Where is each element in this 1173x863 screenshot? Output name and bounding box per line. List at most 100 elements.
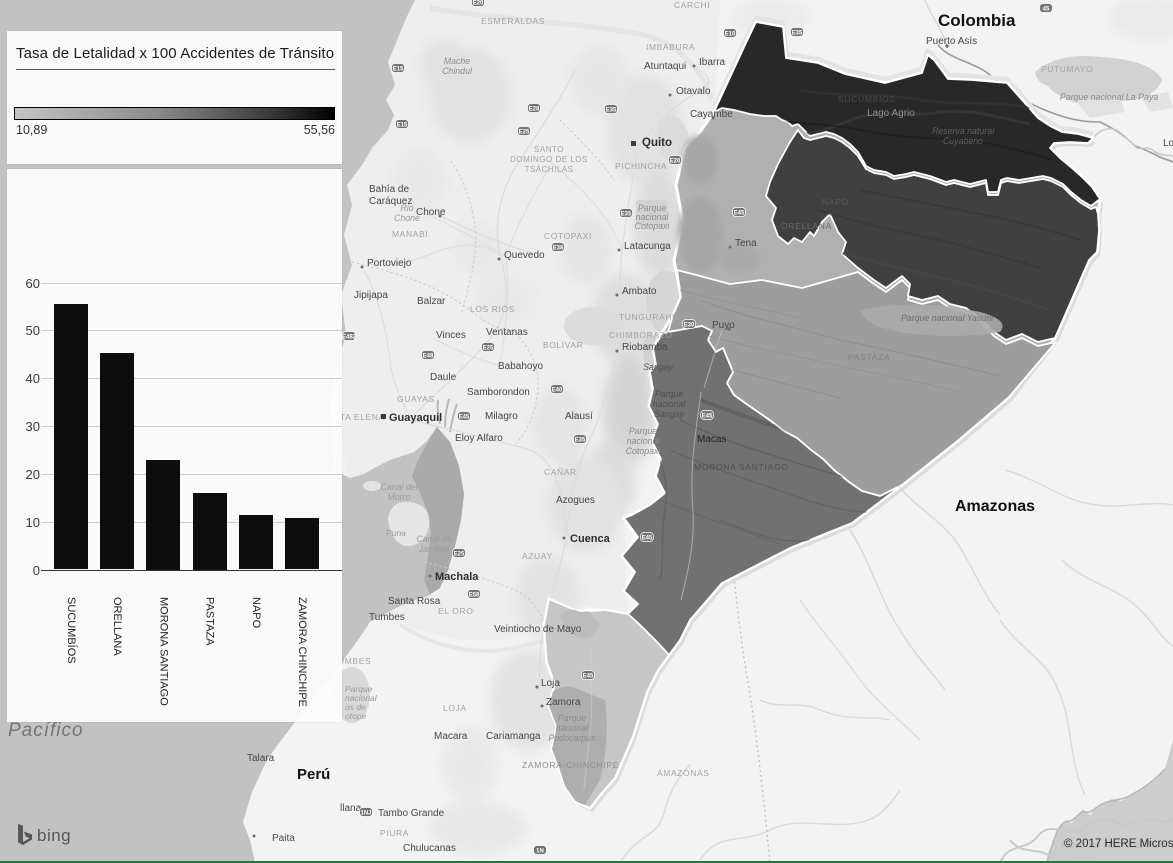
svg-text:AZUAY: AZUAY <box>522 551 553 561</box>
svg-text:Vinces: Vinces <box>436 330 466 341</box>
svg-text:Loja: Loja <box>541 678 560 689</box>
svg-text:Quito: Quito <box>642 137 672 149</box>
svg-text:45: 45 <box>1043 6 1050 12</box>
svg-text:TA ELENA: TA ELENA <box>340 412 385 422</box>
svg-text:ZAMORA-CHINCHIPE: ZAMORA-CHINCHIPE <box>522 760 619 770</box>
svg-text:Parque nacional La Paya: Parque nacional La Paya <box>1060 92 1158 102</box>
svg-text:MORONA SANTIAGO: MORONA SANTIAGO <box>694 462 789 472</box>
svg-text:E35: E35 <box>621 211 632 217</box>
svg-text:Puyo: Puyo <box>712 320 735 331</box>
svg-text:AMAZONAS: AMAZONAS <box>657 768 710 778</box>
svg-text:E30: E30 <box>684 322 695 328</box>
svg-text:E25: E25 <box>519 129 530 135</box>
svg-text:Otavalo: Otavalo <box>676 86 711 97</box>
svg-text:Portoviejo: Portoviejo <box>367 258 412 269</box>
svg-text:E35: E35 <box>575 437 586 443</box>
svg-text:TSÁCHILAS: TSÁCHILAS <box>525 165 574 174</box>
svg-text:Sangay: Sangay <box>643 362 673 372</box>
svg-text:MANABI: MANABI <box>392 229 428 239</box>
svg-text:PIURA: PIURA <box>380 828 409 838</box>
svg-text:E20: E20 <box>473 0 484 6</box>
svg-text:NAPO: NAPO <box>822 197 849 207</box>
svg-text:Cotopaxi: Cotopaxi <box>626 446 662 456</box>
svg-text:Parque: Parque <box>638 203 666 213</box>
svg-text:nacional: nacional <box>627 436 661 446</box>
svg-text:1N: 1N <box>536 848 544 854</box>
svg-text:Reserva natural: Reserva natural <box>932 126 995 136</box>
svg-text:Parque: Parque <box>655 389 683 399</box>
svg-text:Chulucanas: Chulucanas <box>403 843 456 854</box>
svg-text:E48: E48 <box>423 353 434 359</box>
svg-text:Ambato: Ambato <box>622 286 657 297</box>
svg-text:Alausí: Alausí <box>565 411 593 422</box>
svg-text:PUTUMAYO: PUTUMAYO <box>1041 64 1093 74</box>
svg-text:Eloy Alfaro: Eloy Alfaro <box>455 433 503 444</box>
svg-text:E10: E10 <box>725 31 736 37</box>
svg-text:Rio: Rio <box>400 203 413 213</box>
svg-text:Mache: Mache <box>444 56 471 66</box>
svg-text:IMBABURA: IMBABURA <box>646 42 695 52</box>
svg-text:Babahoyo: Babahoyo <box>498 361 543 372</box>
svg-text:Parque: Parque <box>345 684 373 694</box>
svg-text:Chone: Chone <box>394 213 420 223</box>
svg-text:Cotopaxi: Cotopaxi <box>635 221 671 231</box>
svg-text:Cuyabeno: Cuyabeno <box>943 136 983 146</box>
svg-text:COTOPAXI: COTOPAXI <box>544 231 592 241</box>
svg-text:Daule: Daule <box>430 372 457 383</box>
svg-text:PASTAZA: PASTAZA <box>848 352 890 362</box>
svg-text:Jambelí: Jambelí <box>418 544 451 554</box>
svg-text:LOJA: LOJA <box>443 703 467 713</box>
svg-text:BOLÍVAR: BOLÍVAR <box>543 340 583 350</box>
svg-text:otope: otope <box>345 711 367 721</box>
svg-text:ESMERALDAS: ESMERALDAS <box>481 16 545 26</box>
svg-text:SUCUMBÍOS: SUCUMBÍOS <box>838 94 896 104</box>
svg-text:Zamora: Zamora <box>546 697 581 708</box>
svg-text:E15: E15 <box>393 66 404 72</box>
svg-text:Canal del: Canal del <box>380 482 418 492</box>
svg-text:Amazonas: Amazonas <box>955 498 1035 515</box>
svg-text:ORELLANA: ORELLANA <box>781 221 832 231</box>
svg-text:LOS RIOS: LOS RIOS <box>470 304 515 314</box>
svg-text:Puerto Asís: Puerto Asís <box>926 36 977 47</box>
svg-text:TUNGURAHUA: TUNGURAHUA <box>619 312 685 322</box>
svg-text:UMBES: UMBES <box>338 656 371 666</box>
svg-text:Chindul: Chindul <box>442 66 473 76</box>
svg-text:E20: E20 <box>670 158 681 164</box>
svg-text:E40: E40 <box>552 387 563 393</box>
svg-text:Jipijapa: Jipijapa <box>354 290 388 301</box>
svg-text:CARCHI: CARCHI <box>674 0 710 10</box>
svg-text:Caráquez: Caráquez <box>369 196 412 207</box>
svg-text:Azogues: Azogues <box>556 495 595 506</box>
svg-text:Sangay: Sangay <box>654 409 684 419</box>
svg-text:Parque nacional Yasuni: Parque nacional Yasuni <box>901 313 994 323</box>
svg-text:Tena: Tena <box>735 238 757 249</box>
svg-text:Talara: Talara <box>247 753 275 764</box>
svg-text:Morro: Morro <box>388 492 411 502</box>
svg-text:Parque: Parque <box>629 426 657 436</box>
svg-text:E482: E482 <box>342 334 357 340</box>
svg-text:Macas: Macas <box>697 434 726 445</box>
svg-text:Samborondon: Samborondon <box>467 387 530 398</box>
svg-text:Balzar: Balzar <box>417 296 446 307</box>
svg-text:E35: E35 <box>792 30 803 36</box>
svg-text:E25: E25 <box>483 345 494 351</box>
svg-text:llana: llana <box>340 803 362 814</box>
svg-text:Cariamanga: Cariamanga <box>486 731 541 742</box>
svg-text:Puna: Puna <box>386 528 406 538</box>
svg-text:Latacunga: Latacunga <box>624 241 671 252</box>
svg-text:E38: E38 <box>553 245 564 251</box>
svg-text:Machala: Machala <box>435 571 479 583</box>
svg-text:Milagro: Milagro <box>485 411 518 422</box>
svg-text:CHIMBORAZO: CHIMBORAZO <box>609 330 673 340</box>
svg-text:CAÑAR: CAÑAR <box>544 467 577 477</box>
svg-text:E45: E45 <box>702 413 713 419</box>
svg-text:nacional: nacional <box>636 212 670 222</box>
svg-text:1NJ: 1NJ <box>360 810 371 816</box>
svg-text:Parque: Parque <box>558 713 586 723</box>
svg-text:E25: E25 <box>454 551 465 557</box>
svg-text:DOMINGO DE LOS: DOMINGO DE LOS <box>510 155 588 164</box>
svg-text:Lo: Lo <box>1163 138 1173 149</box>
svg-text:Bahía de: Bahía de <box>369 184 409 195</box>
svg-text:nacional: nacional <box>556 723 590 733</box>
svg-text:E28: E28 <box>529 106 540 112</box>
